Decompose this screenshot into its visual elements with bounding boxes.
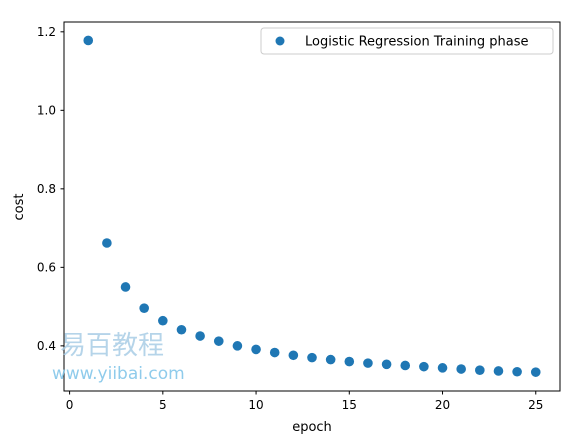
data-point — [344, 356, 355, 367]
data-point — [195, 331, 205, 341]
x-tick-label: 25 — [528, 398, 543, 412]
legend: Logistic Regression Training phase — [260, 27, 554, 55]
data-point — [288, 350, 299, 361]
data-point — [139, 303, 149, 313]
data-point — [381, 359, 392, 370]
watermark-url: www.yiibai.com — [52, 364, 185, 384]
x-tick-label: 10 — [248, 398, 263, 412]
data-point — [437, 363, 448, 373]
plot-area-frame — [63, 21, 561, 392]
data-point — [83, 35, 94, 46]
x-tick-label: 20 — [435, 398, 450, 412]
data-point — [269, 347, 280, 358]
watermark: 易百教程 www.yiibai.com — [52, 331, 185, 384]
data-point — [232, 341, 243, 351]
data-point — [213, 336, 224, 346]
data-point — [307, 352, 317, 363]
data-point — [456, 364, 466, 374]
data-point — [363, 358, 373, 368]
data-point — [102, 238, 112, 248]
y-axis-ticks: 0.4 0.6 0.8 1.0 1.2 — [37, 25, 64, 353]
x-tick-label: 5 — [159, 398, 167, 412]
x-tick-label: 0 — [66, 398, 74, 412]
data-point — [176, 324, 187, 335]
watermark-logo-text: 易百教程 — [60, 331, 164, 361]
y-tick-label: 1.2 — [37, 25, 56, 39]
y-axis-label: cost — [12, 194, 27, 221]
y-tick-label: 1.0 — [37, 104, 56, 118]
data-point — [530, 367, 541, 377]
x-axis-ticks: 0 5 10 15 20 25 — [66, 391, 543, 412]
y-tick-label: 0.8 — [37, 182, 56, 196]
x-tick-label: 15 — [342, 398, 357, 412]
legend-box — [260, 27, 554, 55]
data-points — [83, 35, 541, 377]
y-tick-label: 0.4 — [37, 339, 56, 353]
legend-marker — [275, 36, 285, 46]
data-point — [158, 315, 168, 326]
data-point — [493, 366, 504, 376]
x-axis-label: epoch — [292, 420, 332, 435]
y-tick-label: 0.6 — [37, 261, 56, 275]
data-point — [251, 344, 261, 355]
data-point — [475, 365, 485, 375]
data-point — [419, 361, 429, 372]
data-point — [512, 366, 522, 377]
legend-label: Logistic Regression Training phase — [305, 35, 529, 50]
data-point — [325, 354, 336, 365]
data-point — [400, 360, 411, 371]
data-point — [120, 282, 131, 292]
